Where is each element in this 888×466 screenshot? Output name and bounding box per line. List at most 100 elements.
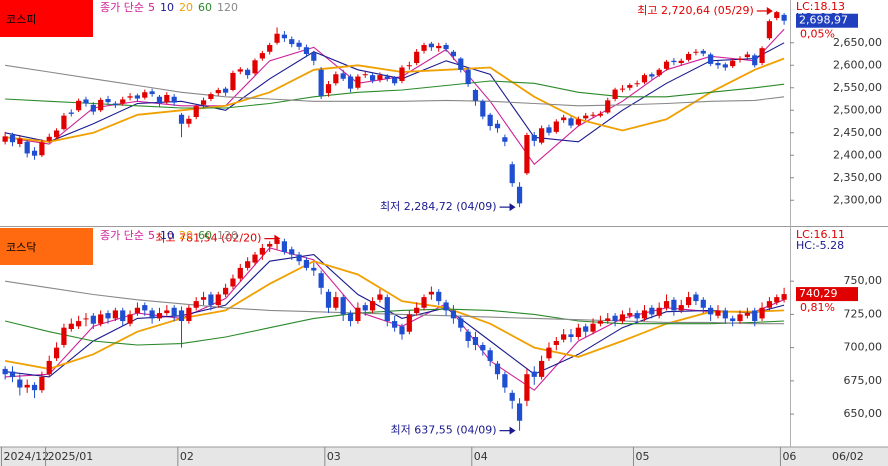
- candle-body: [68, 323, 74, 330]
- candle-body: [369, 75, 376, 81]
- candle-body: [480, 101, 486, 117]
- y-tick-label: 2,500,00: [833, 103, 882, 116]
- candle-body: [369, 301, 376, 311]
- candle-body: [303, 47, 310, 54]
- candle-body: [112, 103, 118, 106]
- candle-body: [325, 84, 332, 94]
- title-box: [0, 228, 93, 265]
- candle-body: [436, 45, 442, 49]
- annotation-label: 최고 2,720,64 (05/29): [637, 4, 754, 17]
- candle-body: [465, 331, 471, 341]
- y-tick-label: 2,450,00: [833, 126, 882, 139]
- panel-title: 코스피: [6, 13, 36, 26]
- candle-body: [39, 142, 45, 156]
- candle-body: [539, 360, 545, 377]
- candle-body: [465, 69, 471, 85]
- candle-body: [634, 83, 640, 85]
- x-tick-label: 05: [635, 450, 649, 463]
- candle-body: [730, 60, 736, 67]
- candle-body: [156, 313, 163, 319]
- candle-body: [377, 294, 383, 300]
- candle-body: [347, 313, 354, 322]
- candle-body: [715, 63, 721, 66]
- candle-body: [450, 51, 457, 57]
- candle-body: [568, 334, 574, 337]
- candle-body: [663, 301, 670, 308]
- candle-body: [597, 321, 603, 324]
- last-price-tag: [796, 287, 858, 302]
- legend-entry: 60: [198, 1, 212, 14]
- candle-body: [752, 55, 758, 66]
- candle-body: [472, 337, 479, 345]
- candle-body: [200, 297, 207, 300]
- title-box: [0, 0, 93, 37]
- candle-body: [428, 43, 434, 48]
- candle-body: [83, 99, 89, 104]
- candle-body: [2, 136, 8, 142]
- x-tick-label: 2024/12: [3, 450, 49, 463]
- moving-average-line: [5, 64, 785, 107]
- y-tick-label: 2,350,00: [833, 171, 882, 184]
- candle-body: [700, 50, 706, 54]
- candle-body: [98, 99, 104, 111]
- candle-body: [230, 278, 236, 287]
- candle-body: [149, 310, 155, 319]
- candle-body: [744, 54, 750, 58]
- candle-body: [766, 301, 773, 308]
- change-label: 0,05%: [800, 28, 835, 41]
- candle-body: [274, 33, 280, 43]
- candle-body: [318, 273, 324, 288]
- candle-body: [149, 91, 155, 95]
- annotation-label: 최고 781,54 (02/20): [155, 232, 261, 245]
- candle-body: [289, 39, 295, 45]
- y-tick-label: 2,550,00: [833, 81, 882, 94]
- candle-body: [553, 340, 559, 345]
- candle-body: [546, 347, 552, 359]
- candle-body: [311, 52, 317, 61]
- y-tick-label: 750,00: [844, 274, 883, 287]
- candle-body: [693, 294, 699, 302]
- candle-body: [546, 127, 552, 133]
- candle-body: [237, 69, 243, 72]
- candle-body: [627, 85, 633, 88]
- candle-body: [392, 321, 398, 328]
- candle-body: [678, 60, 684, 63]
- candle-body: [90, 104, 96, 112]
- candle-body: [722, 64, 728, 68]
- candle-body: [193, 301, 199, 308]
- candle-body: [524, 135, 530, 174]
- candle-body: [524, 374, 530, 401]
- candle-body: [340, 73, 346, 79]
- candle-body: [193, 106, 199, 117]
- candle-body: [274, 239, 280, 244]
- candle-body: [259, 247, 265, 255]
- candle-body: [9, 135, 16, 143]
- candle-body: [553, 121, 559, 132]
- candle-body: [281, 34, 287, 39]
- candle-body: [539, 128, 545, 143]
- y-tick-label: 725,00: [844, 307, 883, 320]
- candle-body: [83, 318, 89, 320]
- candle-body: [730, 318, 736, 322]
- legend-entry: 120: [217, 229, 238, 242]
- candle-body: [215, 90, 221, 94]
- change-label: 0,81%: [800, 301, 835, 314]
- candle-body: [120, 310, 126, 322]
- candle-body: [715, 310, 721, 316]
- candle-body: [487, 350, 493, 361]
- candle-body: [406, 314, 412, 332]
- candle-body: [781, 14, 787, 21]
- candle-body: [685, 54, 692, 60]
- candle-body: [708, 307, 714, 315]
- candle-body: [619, 88, 626, 90]
- moving-average-line: [5, 280, 785, 325]
- candle-body: [458, 58, 464, 70]
- legend-entry: 60: [198, 229, 212, 242]
- legend-entry: 5: [148, 229, 155, 242]
- last-price-label: 2,698,97: [799, 14, 848, 27]
- candle-body: [612, 315, 618, 322]
- candle-body: [362, 305, 368, 311]
- candle-body: [656, 307, 662, 316]
- moving-average-line: [5, 80, 785, 109]
- candle-body: [281, 241, 287, 252]
